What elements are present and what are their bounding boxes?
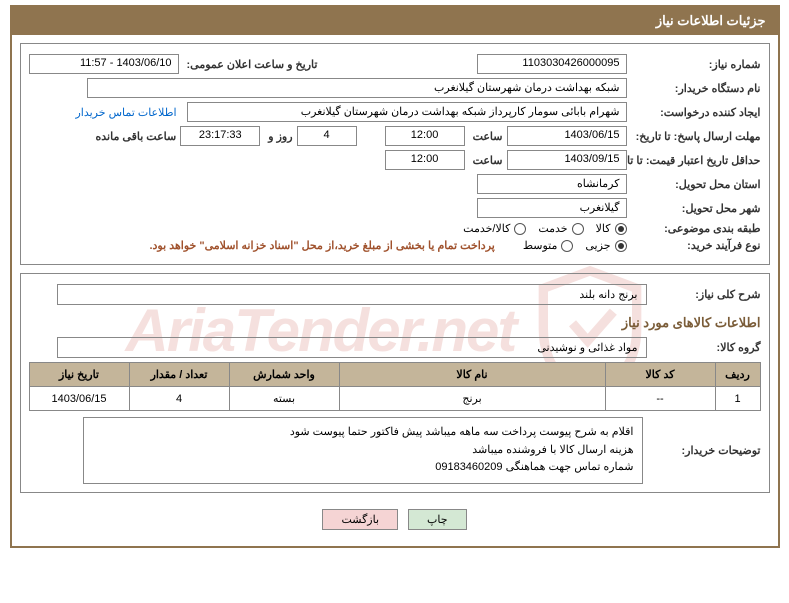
radio-medium[interactable]: متوسط — [523, 239, 574, 252]
details-fieldset: شماره نیاز: 1103030426000095 تاریخ و ساع… — [20, 43, 770, 265]
buyer-notes-line: اقلام به شرح پیوست پرداخت سه ماهه میباشد… — [92, 424, 634, 442]
radio-service[interactable]: خدمت — [538, 222, 583, 235]
goods-table: ردیف کد کالا نام کالا واحد شمارش تعداد /… — [29, 362, 761, 411]
label-requester: ایجاد کننده درخواست: — [631, 106, 761, 119]
th-date: تاریخ نیاز — [29, 363, 129, 387]
cell-code: -- — [605, 387, 715, 411]
label-time1: ساعت — [469, 130, 503, 143]
category-radio-group: کالا خدمت کالا/خدمت — [463, 222, 626, 235]
goods-info-title: اطلاعات کالاهای مورد نیاز — [29, 315, 761, 331]
table-row: 1 -- برنج بسته 4 1403/06/15 — [29, 387, 760, 411]
radio-minor[interactable]: جزیی — [585, 239, 626, 252]
field-response-time: 12:00 — [385, 126, 465, 146]
label-category: طبقه بندی موضوعی: — [631, 222, 761, 235]
th-qty: تعداد / مقدار — [129, 363, 229, 387]
label-buyer-org: نام دستگاه خریدار: — [631, 82, 761, 95]
button-row: چاپ بازگشت — [20, 501, 770, 538]
panel-title: جزئیات اطلاعات نیاز — [12, 7, 778, 35]
label-time2: ساعت — [469, 154, 503, 167]
field-goods-group: مواد غذائی و نوشیدنی — [57, 337, 647, 358]
label-purchase-type: نوع فرآیند خرید: — [631, 239, 761, 252]
radio-circle-icon — [514, 223, 526, 235]
contact-info-link[interactable]: اطلاعات تماس خریدار — [69, 106, 182, 119]
cell-row: 1 — [715, 387, 760, 411]
label-goods-group: گروه کالا: — [651, 341, 761, 354]
field-countdown-time: 23:17:33 — [180, 126, 260, 146]
goods-fieldset: شرح کلی نیاز: برنج دانه بلند اطلاعات کال… — [20, 273, 770, 493]
field-validity-time: 12:00 — [385, 150, 465, 170]
label-announce-datetime: تاریخ و ساعت اعلان عمومی: — [183, 58, 318, 71]
th-code: کد کالا — [605, 363, 715, 387]
buyer-notes-box: اقلام به شرح پیوست پرداخت سه ماهه میباشد… — [83, 417, 643, 484]
field-general-desc: برنج دانه بلند — [57, 284, 647, 305]
cell-date: 1403/06/15 — [29, 387, 129, 411]
label-buyer-notes: توضیحات خریدار: — [651, 444, 761, 457]
th-name: نام کالا — [339, 363, 605, 387]
th-unit: واحد شمارش — [229, 363, 339, 387]
field-need-number: 1103030426000095 — [477, 54, 627, 74]
field-province: کرمانشاه — [477, 174, 627, 194]
label-general-desc: شرح کلی نیاز: — [651, 288, 761, 301]
radio-circle-icon — [615, 240, 627, 252]
radio-circle-icon — [561, 240, 573, 252]
label-price-validity: حداقل تاریخ اعتبار قیمت: تا تاریخ: — [631, 154, 761, 167]
field-buyer-org: شبکه بهداشت درمان شهرستان گیلانغرب — [87, 78, 627, 98]
radio-goods[interactable]: کالا — [596, 222, 627, 235]
label-need-number: شماره نیاز: — [631, 58, 761, 71]
label-province: استان محل تحویل: — [631, 178, 761, 191]
buyer-notes-line: شماره تماس جهت هماهنگی 09183460209 — [92, 459, 634, 477]
th-row: ردیف — [715, 363, 760, 387]
print-button[interactable]: چاپ — [408, 509, 467, 530]
label-city: شهر محل تحویل: — [631, 202, 761, 215]
radio-goods-service[interactable]: کالا/خدمت — [463, 222, 526, 235]
buyer-notes-line: هزینه ارسال کالا با فروشنده میباشد — [92, 442, 634, 460]
radio-circle-icon — [615, 223, 627, 235]
radio-circle-icon — [572, 223, 584, 235]
field-city: گیلانغرب — [477, 198, 627, 218]
label-response-deadline: مهلت ارسال پاسخ: تا تاریخ: — [631, 130, 761, 143]
cell-unit: بسته — [229, 387, 339, 411]
back-button[interactable]: بازگشت — [322, 509, 398, 530]
field-requester: شهرام بابائی سومار کارپرداز شبکه بهداشت … — [187, 102, 627, 122]
label-remaining: ساعت باقی مانده — [92, 130, 177, 143]
purchase-radio-group: جزیی متوسط — [523, 239, 627, 252]
field-response-date: 1403/06/15 — [507, 126, 627, 146]
main-panel: جزئیات اطلاعات نیاز شماره نیاز: 11030304… — [10, 5, 780, 548]
label-days-and: روز و — [264, 130, 292, 143]
payment-note: پرداخت تمام یا بخشی از مبلغ خرید،از محل … — [149, 239, 494, 252]
cell-qty: 4 — [129, 387, 229, 411]
field-validity-date: 1403/09/15 — [507, 150, 627, 170]
field-announce-datetime: 1403/06/10 - 11:57 — [29, 54, 179, 74]
cell-name: برنج — [339, 387, 605, 411]
field-countdown-days: 4 — [297, 126, 357, 146]
